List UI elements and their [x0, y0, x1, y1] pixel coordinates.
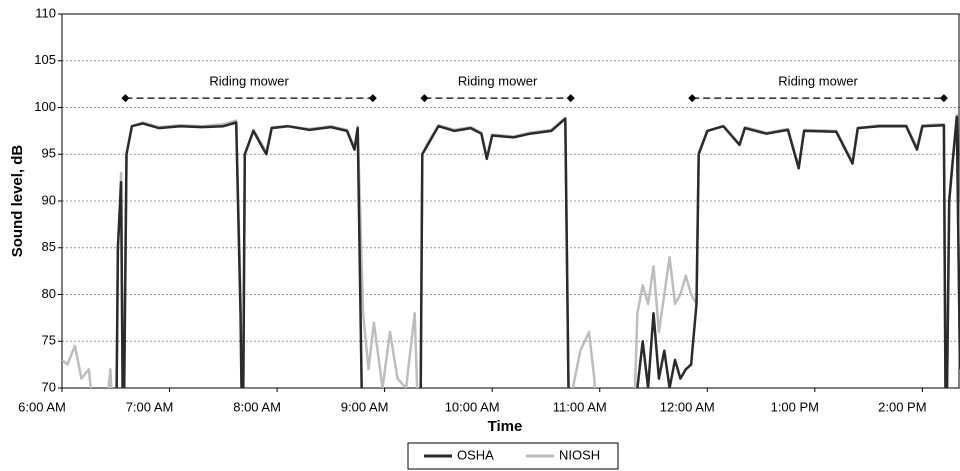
annotation-end: [121, 94, 130, 103]
y-tick-label: 80: [42, 286, 56, 301]
x-axis-label: Time: [488, 418, 523, 435]
x-tick-label: 11:00 AM: [553, 399, 607, 414]
y-tick-label: 100: [34, 99, 56, 114]
x-tick-label: 10:00 AM: [445, 399, 500, 414]
annotation-label: Riding mower: [209, 74, 289, 89]
legend-label: OSHA: [457, 447, 494, 462]
annotation-label: Riding mower: [458, 74, 538, 89]
y-tick-label: 95: [42, 146, 56, 161]
y-tick-label: 75: [42, 333, 56, 348]
y-tick-label: 70: [42, 379, 56, 394]
x-tick-label: 1:00 PM: [771, 399, 819, 414]
x-tick-label: 9:00 AM: [341, 399, 389, 414]
plot-area: [62, 113, 960, 388]
series-line: [115, 115, 960, 388]
annotation-label: Riding mower: [778, 74, 858, 89]
legend-label: NIOSH: [559, 447, 600, 462]
y-tick-label: 85: [42, 239, 56, 254]
x-tick-label: 7:00 AM: [126, 399, 174, 414]
x-tick-label: 2:00 PM: [878, 399, 926, 414]
y-axis-label: Sound level, dB: [9, 145, 26, 258]
annotation-end: [368, 94, 377, 103]
y-tick-label: 105: [34, 52, 56, 67]
annotation-end: [420, 94, 429, 103]
annotation-end: [939, 94, 948, 103]
annotation-end: [566, 94, 575, 103]
x-tick-label: 12:00 AM: [660, 399, 715, 414]
y-tick-label: 90: [42, 192, 56, 207]
x-tick-label: 8:00 AM: [233, 399, 281, 414]
y-tick-label: 110: [35, 5, 56, 20]
x-tick-label: 6:00 AM: [18, 399, 66, 414]
annotation-end: [688, 94, 697, 103]
